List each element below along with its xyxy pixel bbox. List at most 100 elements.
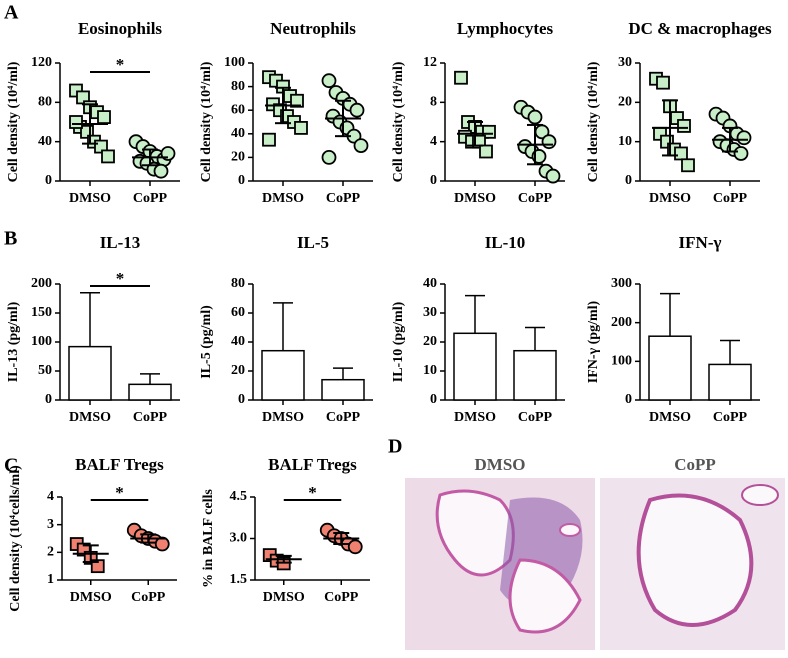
- x-tick-label: DMSO: [262, 191, 304, 206]
- x-tick-label: DMSO: [649, 191, 691, 206]
- bar: [261, 349, 305, 401]
- y-axis-label: IL-13 (pg/ml): [6, 301, 21, 382]
- y-tick-label: 200: [31, 276, 52, 291]
- bar: [453, 332, 497, 401]
- chart-title: DC & macrophages: [628, 19, 772, 38]
- y-tick-label: 0: [45, 392, 52, 407]
- chart-title: IL-10: [485, 233, 526, 252]
- data-point: [545, 168, 561, 184]
- y-tick-label: 100: [611, 354, 632, 369]
- y-tick-label: 60: [231, 305, 245, 320]
- y-axis-label: IL-10 (pg/ml): [391, 301, 406, 382]
- x-tick-label: DMSO: [69, 410, 111, 425]
- chart-title: Eosinophils: [78, 19, 162, 38]
- y-tick-label: 20: [618, 95, 632, 110]
- data-point: [321, 149, 337, 165]
- chart-title: BALF Tregs: [75, 455, 164, 474]
- x-tick-label: CoPP: [326, 410, 361, 425]
- y-tick-label: 0: [430, 392, 437, 407]
- y-tick-label: 300: [611, 276, 632, 291]
- data-point: [347, 539, 363, 555]
- data-point: [677, 119, 691, 133]
- significance-mark: *: [115, 483, 124, 502]
- y-tick-label: 40: [38, 134, 52, 149]
- x-tick-label: CoPP: [713, 410, 748, 425]
- histology-copp: [600, 478, 785, 650]
- y-axis-label: IL-5 (pg/ml): [199, 305, 214, 379]
- image-label: CoPP: [674, 455, 716, 474]
- x-tick-label: DMSO: [70, 590, 112, 605]
- y-axis-label: Cell density (10⁴/ml): [586, 61, 601, 182]
- y-tick-label: 40: [231, 334, 245, 349]
- y-tick-label: 0: [625, 392, 632, 407]
- data-point: [681, 158, 695, 173]
- image-label: DMSO: [475, 455, 526, 474]
- y-axis-label: Cell density (10⁴/ml): [6, 61, 21, 182]
- x-tick-label: CoPP: [133, 191, 168, 206]
- data-point: [97, 110, 111, 124]
- y-tick-label: 40: [423, 276, 437, 291]
- data-point: [153, 163, 169, 179]
- y-tick-label: 120: [31, 55, 52, 70]
- data-point: [541, 134, 557, 150]
- chart-title: Neutrophils: [270, 19, 356, 38]
- bar: [648, 335, 692, 401]
- x-tick-label: DMSO: [649, 410, 691, 425]
- data-point: [479, 144, 493, 159]
- y-axis-label: IFN-γ (pg/ml): [586, 300, 601, 383]
- y-axis-label: Cell density (10⁴/ml): [391, 61, 406, 182]
- chart-title: IL-5: [297, 233, 329, 252]
- x-tick-label: CoPP: [326, 191, 361, 206]
- data-point: [733, 146, 749, 161]
- y-tick-label: 0: [625, 173, 632, 188]
- data-point: [482, 124, 496, 139]
- data-point: [294, 121, 308, 135]
- data-point: [101, 149, 115, 164]
- panel-label: D: [388, 436, 402, 458]
- y-axis-label: Cell density (10⁴/ml): [199, 61, 214, 182]
- y-tick-label: 30: [618, 55, 632, 70]
- x-tick-label: CoPP: [133, 410, 168, 425]
- histology-dmso: [405, 478, 595, 650]
- data-point: [262, 132, 276, 147]
- significance-mark: *: [308, 483, 317, 502]
- y-tick-label: 100: [224, 55, 245, 70]
- data-point: [353, 138, 369, 154]
- data-point: [527, 109, 543, 125]
- y-tick-label: 4: [430, 134, 437, 149]
- data-point: [90, 559, 105, 574]
- y-axis-label: Cell density (10⁴cells/ml): [8, 465, 23, 612]
- y-tick-label: 30: [423, 305, 437, 320]
- x-tick-label: DMSO: [69, 191, 111, 206]
- y-tick-label: 0: [238, 173, 245, 188]
- bar: [513, 349, 557, 401]
- bar: [68, 345, 112, 401]
- y-tick-label: 0: [45, 173, 52, 188]
- chart-title: BALF Tregs: [268, 455, 357, 474]
- y-tick-label: 80: [38, 95, 52, 110]
- y-tick-label: 20: [423, 334, 437, 349]
- y-tick-label: 12: [423, 55, 437, 70]
- data-point: [69, 115, 83, 129]
- bar: [128, 383, 172, 401]
- x-tick-label: CoPP: [518, 410, 553, 425]
- y-tick-label: 50: [38, 363, 52, 378]
- data-point: [321, 73, 337, 89]
- data-point: [349, 102, 365, 118]
- y-tick-label: 3: [47, 517, 54, 532]
- chart-title: IL-13: [100, 233, 141, 252]
- significance-mark: *: [116, 55, 125, 74]
- panel-label: A: [4, 2, 19, 24]
- bar: [708, 363, 752, 401]
- y-tick-label: 0: [238, 392, 245, 407]
- y-tick-label: 150: [31, 305, 52, 320]
- y-tick-label: 200: [611, 315, 632, 330]
- y-axis-label: % in BALF cells: [201, 489, 216, 588]
- chart-title: Lymphocytes: [457, 19, 554, 38]
- y-tick-label: 2: [47, 545, 54, 560]
- data-point: [454, 70, 468, 85]
- y-tick-label: 4.5: [230, 489, 248, 504]
- y-tick-label: 80: [231, 79, 245, 94]
- y-tick-label: 20: [231, 363, 245, 378]
